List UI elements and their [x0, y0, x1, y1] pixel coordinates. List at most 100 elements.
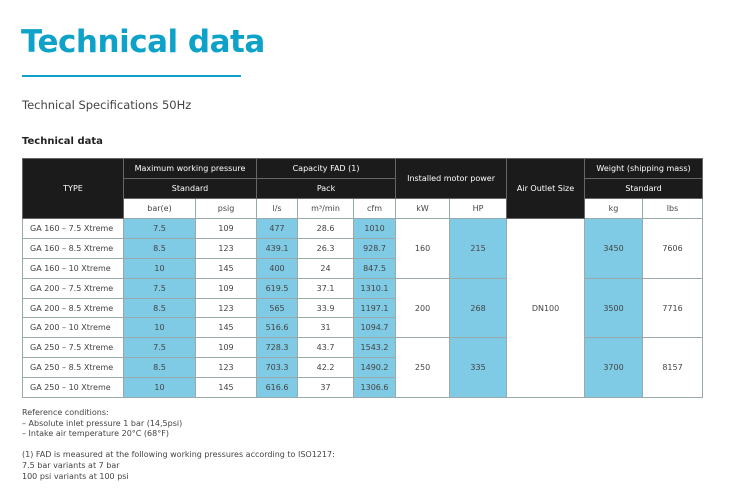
unit-cell: HP — [449, 198, 508, 219]
data-row: GA 250 – 8.5 Xtreme 8.5 123 703.3 42.2 1490.2 — [22, 357, 703, 379]
cell: 1197.1 — [353, 297, 397, 319]
unit-cell: lbs — [642, 198, 704, 219]
cell: 268 — [449, 277, 508, 339]
cell: 42.2 — [297, 357, 355, 379]
cell: 8.5 — [123, 357, 196, 379]
cell: 439.1 — [256, 237, 299, 259]
cell: 37.1 — [297, 277, 355, 299]
data-row: GA 250 – 7.5 Xtreme 7.5 109 728.3 43.7 1543.2… — [22, 337, 704, 399]
cell: 7606 — [642, 218, 704, 279]
cell: 3500 — [584, 277, 644, 339]
cell: GA 200 – 7.5 Xtreme — [22, 277, 124, 299]
unit-cell: bar(e) — [123, 198, 196, 219]
note-line — [22, 440, 335, 451]
cell: 123 — [194, 297, 258, 319]
subtitle: Technical Specifications 50Hz — [22, 98, 192, 112]
cell: 619.5 — [256, 277, 299, 299]
data-row: GA 160 – 7.5 Xtreme 7.5 109 477 28.6 1010 160 2… — [22, 217, 704, 399]
cell: 10 — [123, 317, 196, 339]
notes: Reference conditions: – Absolute inlet pr… — [22, 408, 335, 482]
cell: 928.7 — [353, 237, 397, 259]
header-cell: Standard — [122, 178, 258, 199]
cell: DN100 — [506, 217, 586, 399]
note-line: (1) FAD is measured at the following wor… — [22, 450, 335, 460]
cell: GA 200 – 8.5 Xtreme — [22, 297, 124, 319]
cell: 145 — [194, 377, 258, 399]
cell: 160 — [395, 218, 451, 279]
unit-row: bar(e) psig l/s m³/min cfm kW HP kg lbs — [23, 198, 704, 219]
header-cell: Standard — [584, 178, 704, 199]
cell: 33.9 — [297, 297, 355, 319]
unit-cell: psig — [194, 198, 258, 219]
cell: 123 — [194, 357, 258, 379]
cell: 123 — [194, 237, 258, 259]
cell: 1094.7 — [353, 317, 397, 339]
header-cell: Maximum working pressure — [122, 158, 258, 179]
cell: 7716 — [642, 277, 704, 339]
cell: 31 — [297, 317, 355, 339]
unit-cell: m³/min — [297, 198, 355, 219]
note-line: – Absolute inlet pressure 1 bar (14,5psi… — [22, 418, 183, 428]
cell: 250 — [395, 337, 451, 399]
data-row: GA 160 – 10 Xtreme 10 145 400 24 847.5 — [22, 257, 703, 279]
unit-cell: kg — [584, 198, 644, 219]
note-line: 7.5 bar variants at 7 bar — [22, 460, 120, 470]
cell: 37 — [297, 377, 355, 399]
data-row: GA 160 – 8.5 Xtreme 8.5 123 439.1 26.3 928.7 — [22, 237, 703, 259]
cell: 516.6 — [256, 317, 299, 339]
cell: GA 250 – 8.5 Xtreme — [22, 357, 124, 379]
note-line: 100 psi variants at 100 psi — [22, 471, 129, 481]
cell: 7.5 — [123, 337, 196, 359]
cell: 477 — [256, 218, 299, 239]
unit-cell: cfm — [353, 198, 397, 219]
cell: GA 160 – 8.5 Xtreme — [22, 237, 124, 259]
header-cell: Installed motor power — [395, 158, 508, 199]
cell: 703.3 — [256, 357, 299, 379]
cell: GA 250 – 7.5 Xtreme — [22, 337, 124, 359]
cell: 1306.6 — [353, 377, 397, 399]
cell: 8157 — [642, 337, 704, 399]
unit-cell: kW — [395, 198, 451, 219]
cell: 24 — [297, 257, 355, 279]
section-title: Technical data — [22, 136, 103, 147]
cell: 10 — [123, 377, 196, 399]
header-row: Standard Pack Standard — [23, 178, 704, 199]
cell: 1543.2 — [353, 337, 397, 359]
cell: 109 — [194, 277, 258, 299]
header-row: TYPE Maximum working pressure Capacity FAD… — [22, 158, 704, 219]
cell: 109 — [194, 337, 258, 359]
cell: 1310.1 — [353, 277, 397, 299]
data-row: GA 250 – 10 Xtreme 10 145 616.6 37 1306.6 — [22, 377, 703, 399]
cell: 215 — [449, 218, 508, 279]
cell: 200 — [395, 277, 451, 339]
cell: 3700 — [584, 337, 644, 399]
cell: 400 — [256, 257, 299, 279]
cell: 335 — [449, 337, 508, 399]
header-cell: Air Outlet Size — [506, 158, 586, 219]
cell: 728.3 — [256, 337, 299, 359]
cell: GA 160 – 10 Xtreme — [22, 257, 124, 279]
title: Technical data — [21, 24, 265, 60]
cell: 145 — [194, 317, 258, 339]
header-cell: TYPE — [22, 158, 124, 219]
cell: 7.5 — [123, 277, 196, 299]
cell: 109 — [194, 218, 258, 239]
data-row: GA 200 – 10 Xtreme 10 145 516.6 31 1094.7 — [22, 317, 703, 339]
cell: 145 — [194, 257, 258, 279]
cell: 10 — [123, 257, 196, 279]
cell: 1010 — [353, 218, 397, 239]
header-cell: Pack — [256, 178, 397, 199]
cell: 7.5 — [123, 218, 196, 239]
data-row: GA 200 – 7.5 Xtreme 7.5 109 619.5 37.1 1310.1… — [22, 277, 704, 339]
cell: 8.5 — [123, 237, 196, 259]
cell: 26.3 — [297, 237, 355, 259]
cell: 3450 — [584, 218, 644, 279]
cell: GA 250 – 10 Xtreme — [22, 377, 124, 399]
cell: GA 200 – 10 Xtreme — [22, 317, 124, 339]
note-line: Reference conditions: — [22, 408, 109, 417]
cell: 43.7 — [297, 337, 355, 359]
cell: 565 — [256, 297, 299, 319]
spec-table: TYPE Maximum working pressure Capacity FAD… — [22, 158, 704, 399]
title-rule — [22, 75, 241, 77]
